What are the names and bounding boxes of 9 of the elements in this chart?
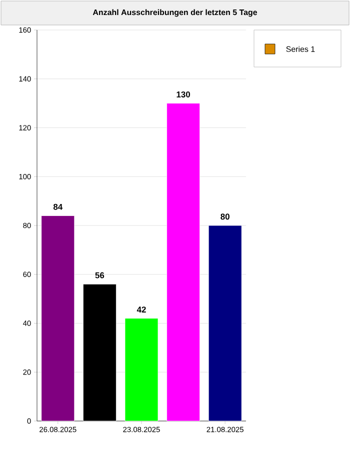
bar (208, 225, 242, 422)
data-label: 56 (95, 272, 104, 278)
bar (41, 216, 75, 422)
bar (166, 103, 200, 422)
data-label: 130 (176, 91, 190, 98)
data-label: 80 (220, 214, 230, 220)
data-label: 84 (53, 204, 63, 210)
bar (124, 318, 158, 422)
data-label: 42 (136, 306, 146, 313)
